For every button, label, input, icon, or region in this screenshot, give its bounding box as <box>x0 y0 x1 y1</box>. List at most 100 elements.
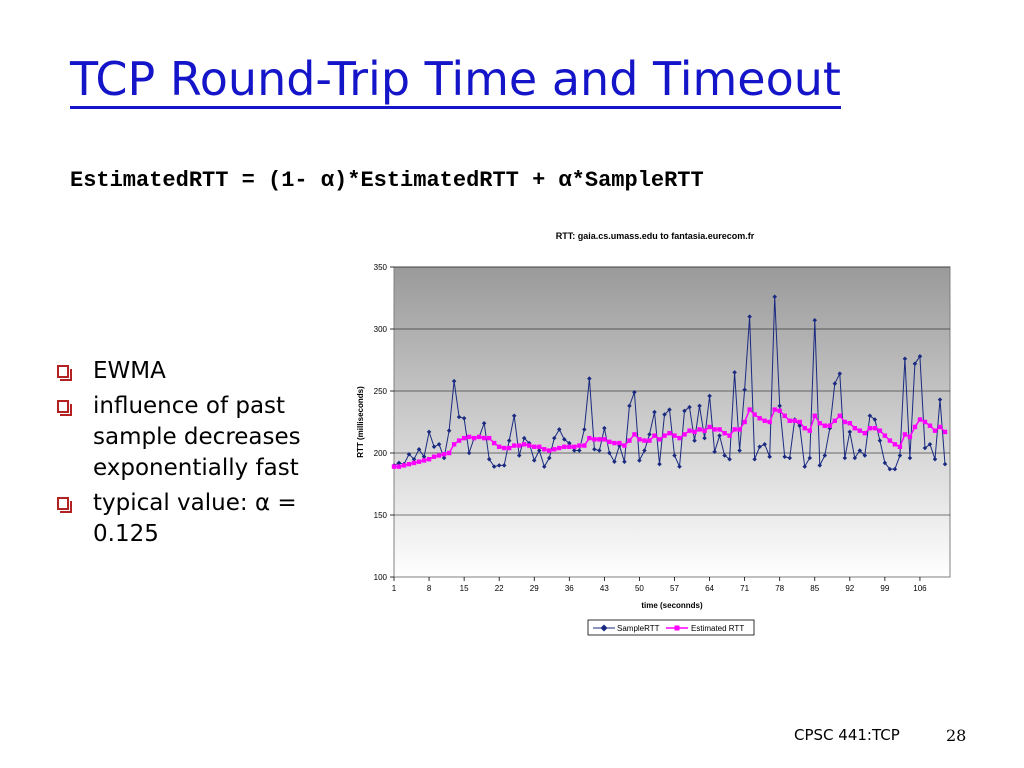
y-tick-label: 100 <box>374 573 388 582</box>
estimated-rtt-point <box>787 418 792 423</box>
estimated-rtt-point <box>797 419 802 425</box>
x-axis-label: time (seconnds) <box>641 601 703 610</box>
x-tick-label: 92 <box>845 584 854 593</box>
estimated-rtt-point <box>567 444 572 449</box>
estimated-rtt-point <box>732 427 737 432</box>
bullet-item: typical value: α = 0.125 <box>55 488 345 550</box>
estimated-rtt-point <box>652 433 657 438</box>
sample-rtt-point <box>942 461 948 467</box>
estimated-rtt-point <box>792 418 797 423</box>
estimated-rtt-point <box>672 433 677 438</box>
sample-rtt-point <box>687 404 692 410</box>
sample-rtt-point <box>707 393 712 399</box>
legend-sample-marker-icon <box>600 624 608 632</box>
estimated-rtt-point <box>857 428 863 433</box>
sample-rtt-point <box>832 381 838 386</box>
estimated-rtt-point <box>476 434 482 440</box>
estimated-rtt-point <box>872 426 878 431</box>
estimated-rtt-point <box>406 461 412 467</box>
sample-rtt-point <box>396 460 402 466</box>
sample-rtt-point <box>667 407 672 412</box>
estimated-rtt-point <box>802 426 807 431</box>
sample-rtt-point <box>642 448 647 453</box>
estimated-rtt-point <box>471 435 477 441</box>
sample-rtt-point <box>877 438 883 443</box>
estimated-rtt-point <box>627 438 632 443</box>
estimated-rtt-point <box>677 435 682 441</box>
sample-rtt-point <box>552 435 557 441</box>
y-tick-label: 150 <box>374 511 388 520</box>
ewma-formula: EstimatedRTT = (1- α)*EstimatedRTT + α*S… <box>70 168 704 193</box>
estimated-rtt-point <box>747 407 752 412</box>
estimated-rtt-point <box>912 424 918 430</box>
bullet-text: EWMA <box>93 358 166 384</box>
sample-rtt-point <box>587 376 592 381</box>
x-tick-label: 36 <box>565 584 574 593</box>
estimated-rtt-point <box>762 418 767 423</box>
checkbox-bullet-icon <box>57 497 72 513</box>
sample-rtt-point <box>541 464 547 469</box>
y-tick-label: 250 <box>374 387 388 396</box>
estimated-rtt-point <box>592 437 597 442</box>
estimated-rtt-point <box>742 419 747 425</box>
estimated-rtt-point <box>461 435 467 441</box>
estimated-rtt-point <box>491 440 497 446</box>
estimated-rtt-point <box>451 442 457 447</box>
estimated-rtt-point <box>877 428 883 433</box>
x-tick-label: 106 <box>913 584 927 593</box>
estimated-rtt-point <box>917 417 923 422</box>
estimated-rtt-point <box>587 435 592 441</box>
chart-title: RTT: gaia.cs.umass.edu to fantasia.eurec… <box>556 231 755 241</box>
estimated-rtt-point <box>562 444 567 449</box>
sample-rtt-point <box>491 464 497 469</box>
estimated-rtt-point <box>882 433 888 438</box>
x-tick-label: 29 <box>530 584 539 593</box>
estimated-rtt-point <box>642 438 647 443</box>
checkbox-bullet-icon <box>57 400 72 416</box>
y-tick-label: 300 <box>374 325 388 334</box>
estimated-rtt-point <box>932 428 938 433</box>
estimated-rtt-point <box>496 444 502 449</box>
estimated-rtt-point <box>887 438 893 443</box>
estimated-rtt-point <box>507 445 512 451</box>
estimated-rtt-point <box>396 464 402 469</box>
estimated-rtt-point <box>426 457 432 462</box>
sample-rtt-point <box>406 451 412 457</box>
x-tick-label: 43 <box>600 584 609 593</box>
estimated-rtt-point <box>852 426 858 431</box>
estimated-rtt-point <box>391 464 397 469</box>
sample-rtt-point <box>932 456 938 462</box>
estimated-rtt-point <box>897 444 903 449</box>
estimated-rtt-point <box>582 443 587 448</box>
checkbox-bullet-icon <box>57 365 72 381</box>
page-number: 28 <box>946 726 967 745</box>
sample-rtt-point <box>627 403 632 409</box>
estimated-rtt-point <box>557 445 562 451</box>
estimated-rtt-point <box>512 443 517 448</box>
estimated-rtt-point <box>717 427 722 432</box>
estimated-rtt-point <box>481 435 487 441</box>
estimated-rtt-point <box>767 419 772 425</box>
sample-rtt-point <box>416 447 422 452</box>
bullet-item: EWMA <box>55 356 345 387</box>
estimated-rtt-point <box>727 433 732 438</box>
estimated-rtt-point <box>737 427 742 432</box>
estimated-rtt-point <box>547 448 552 453</box>
legend-sample-label: SampleRTT <box>617 624 660 633</box>
sample-rtt-point <box>456 414 462 420</box>
estimated-rtt-point <box>812 413 817 418</box>
estimated-rtt-point <box>542 447 547 452</box>
estimated-rtt-point <box>782 413 787 418</box>
sample-rtt-point <box>752 456 757 462</box>
estimated-rtt-point <box>632 432 637 437</box>
sample-rtt-point <box>436 442 442 447</box>
bullet-item: influence of past sample decreases expon… <box>55 391 345 484</box>
estimated-rtt-point <box>527 443 532 448</box>
y-tick-label: 350 <box>374 263 388 272</box>
slide-title-text: TCP Round-Trip Time and Timeout <box>70 52 841 109</box>
estimated-rtt-point <box>486 435 492 441</box>
estimated-rtt-point <box>466 434 472 440</box>
estimated-rtt-point <box>817 421 822 426</box>
estimated-rtt-point <box>822 423 827 428</box>
estimated-rtt-point <box>777 408 782 414</box>
